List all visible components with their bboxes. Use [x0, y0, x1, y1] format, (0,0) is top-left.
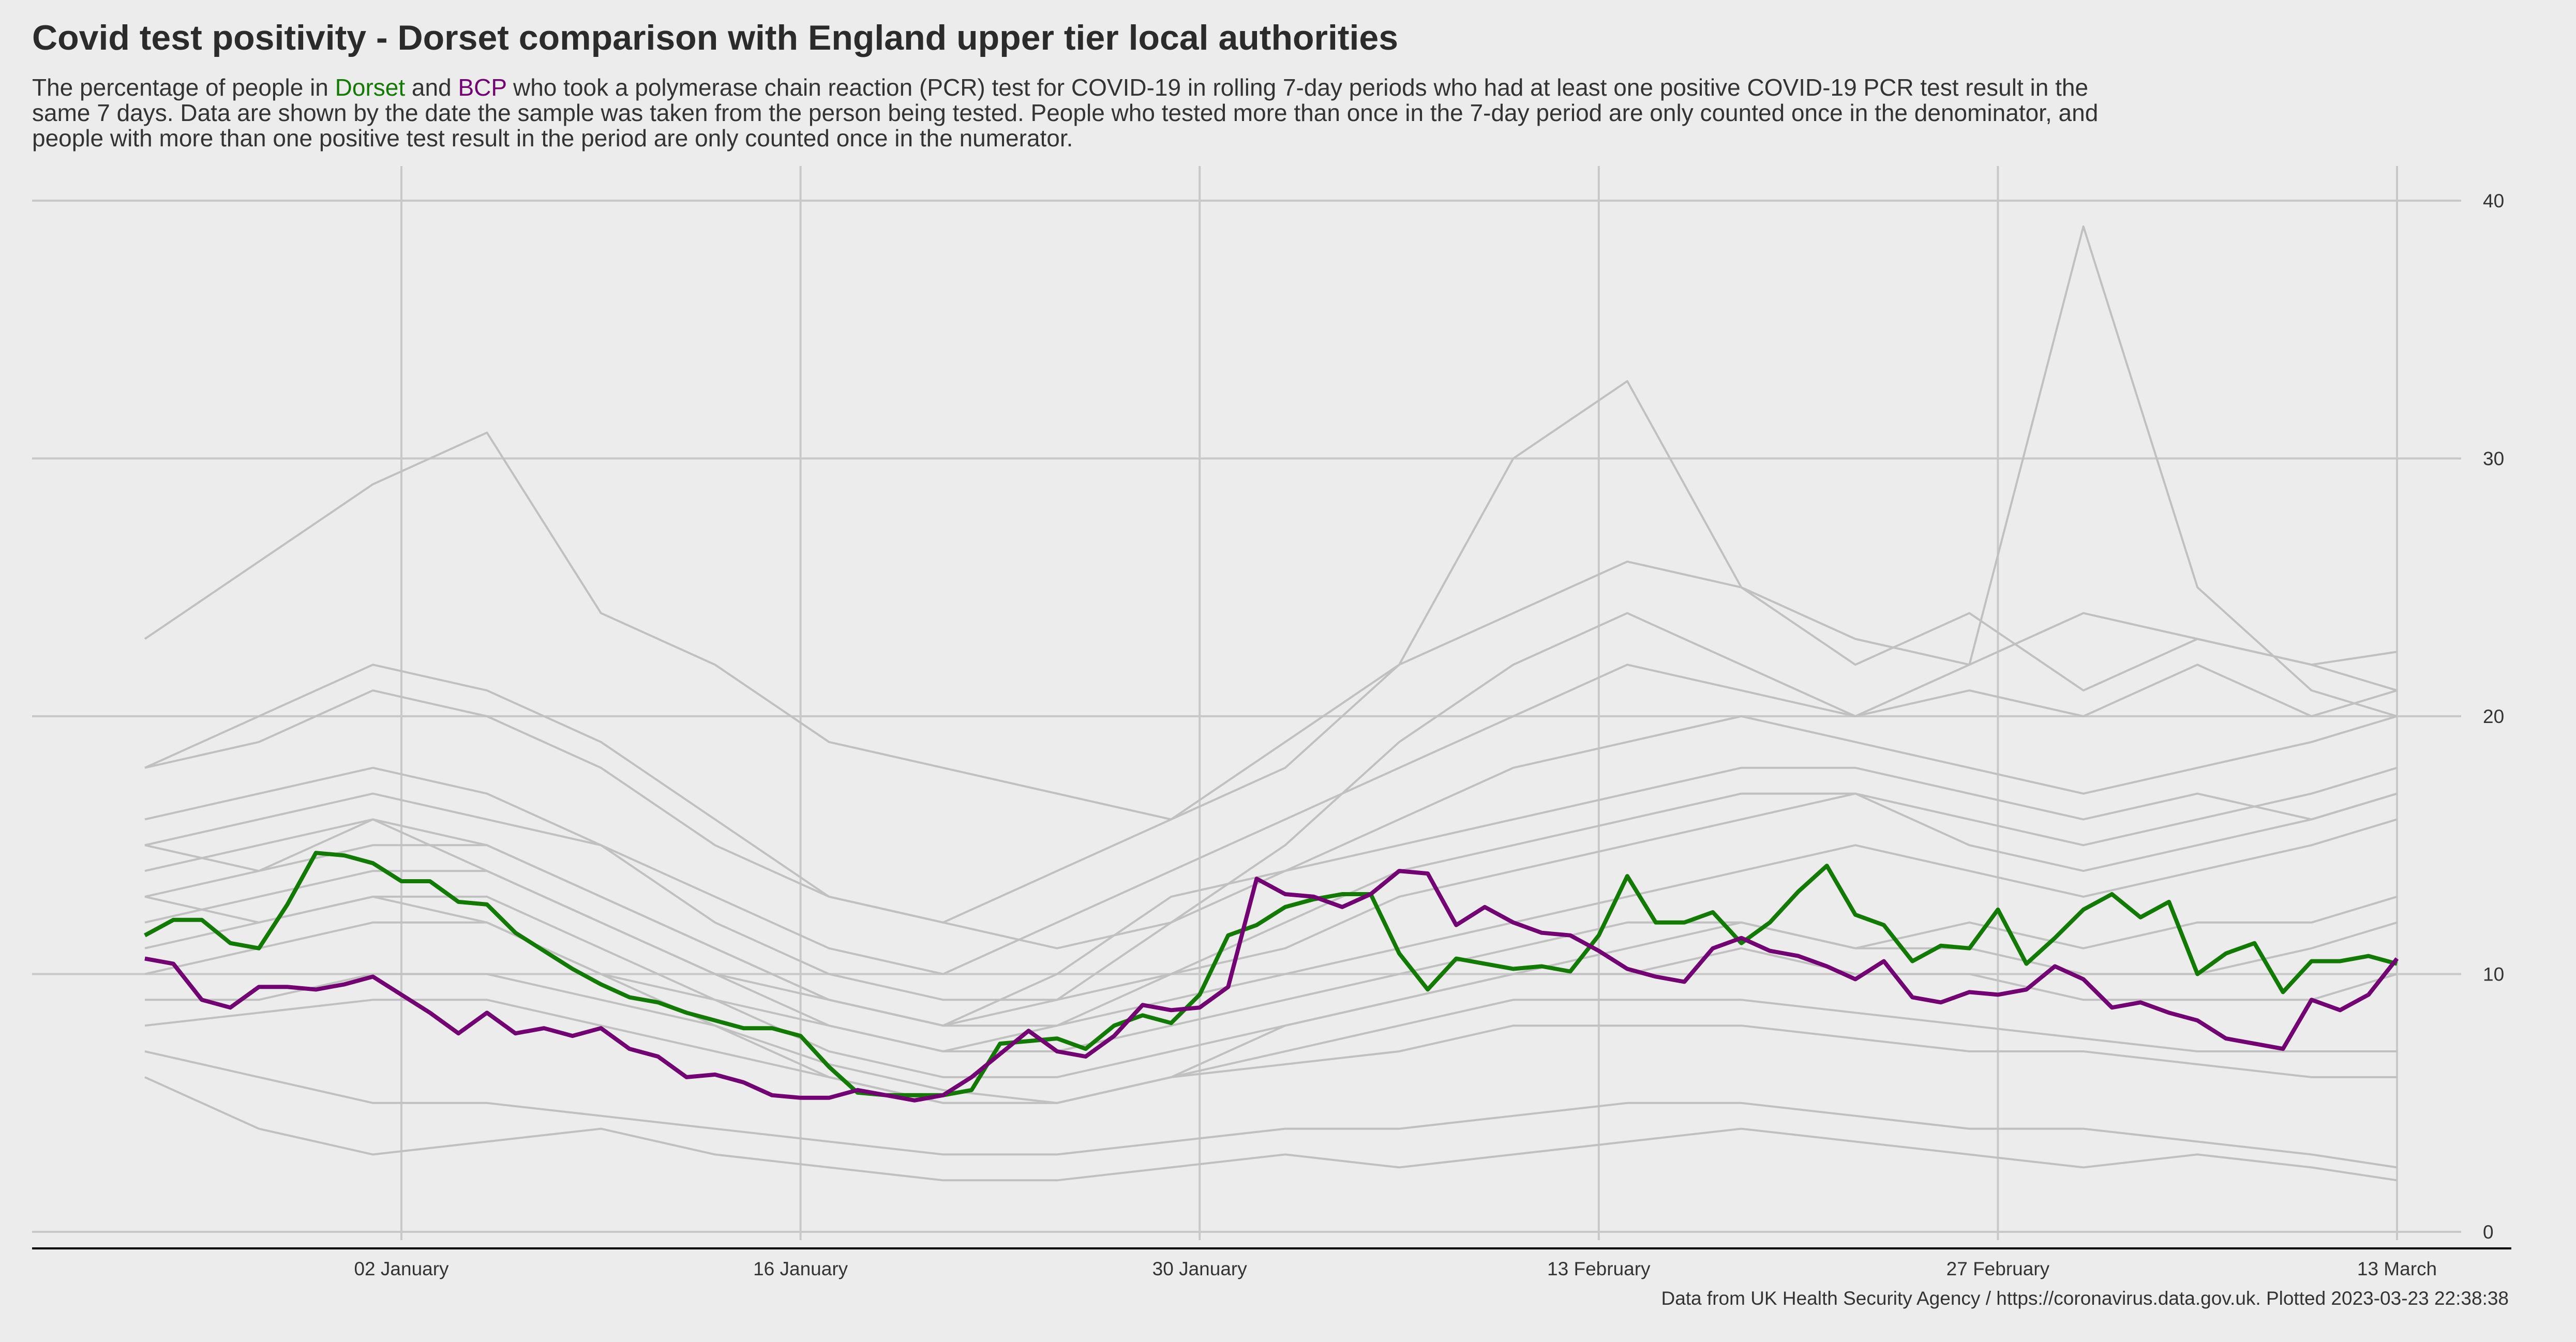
other-authority-line — [144, 1076, 2398, 1182]
chart-subtitle: The percentage of people in Dorset and B… — [32, 75, 2101, 151]
x-tick-label: 27 February — [1946, 1258, 2050, 1279]
chart-caption: Data from UK Health Security Agency / ht… — [1661, 1288, 2509, 1309]
horizontal-gridlines — [32, 200, 2461, 1233]
bcp-line — [144, 869, 2399, 1103]
subtitle-text: The percentage of people in — [32, 74, 335, 101]
subtitle-dorset: Dorset — [335, 74, 406, 101]
other-authority-line — [144, 792, 2398, 1052]
subtitle-text: who took a polymerase chain reaction (PC… — [32, 74, 2099, 152]
other-authority-line — [144, 380, 2398, 924]
x-tick-label: 02 January — [354, 1258, 449, 1279]
x-tick-label: 13 February — [1547, 1258, 1651, 1279]
subtitle-bcp: BCP — [458, 74, 507, 101]
other-authority-line — [144, 870, 2398, 1052]
other-authority-line — [144, 999, 2397, 1104]
subtitle-text: and — [405, 74, 458, 101]
y-tick-label: 30 — [2483, 448, 2504, 470]
y-tick-label: 10 — [2483, 964, 2504, 985]
highlight-lines — [144, 851, 2399, 1103]
x-tick-label: 16 January — [753, 1258, 848, 1279]
dorset-line — [144, 851, 2398, 1097]
x-tick-label: 13 March — [2357, 1258, 2437, 1279]
x-tick-label: 30 January — [1152, 1258, 1248, 1279]
other-authority-line — [144, 1050, 2398, 1169]
y-tick-label: 20 — [2483, 706, 2504, 727]
other-authority-line — [145, 973, 2397, 1104]
vertical-gridlines — [400, 166, 2398, 1240]
other-authority-line — [144, 225, 2398, 975]
other-authority-line — [144, 766, 2398, 1001]
chart-title: Covid test positivity - Dorset compariso… — [32, 18, 1399, 57]
other-authorities-lines — [144, 225, 2398, 1182]
other-authority-line — [144, 431, 2398, 821]
other-authority-line — [144, 612, 2398, 1027]
y-tick-label: 40 — [2483, 190, 2504, 212]
y-tick-label: 0 — [2483, 1222, 2494, 1243]
y-tick-labels: 0 10 20 30 40 — [2483, 190, 2504, 1243]
x-tick-labels: 02 January 16 January 30 January 13 Februar… — [354, 1258, 2437, 1279]
other-authority-line — [144, 766, 2398, 1027]
